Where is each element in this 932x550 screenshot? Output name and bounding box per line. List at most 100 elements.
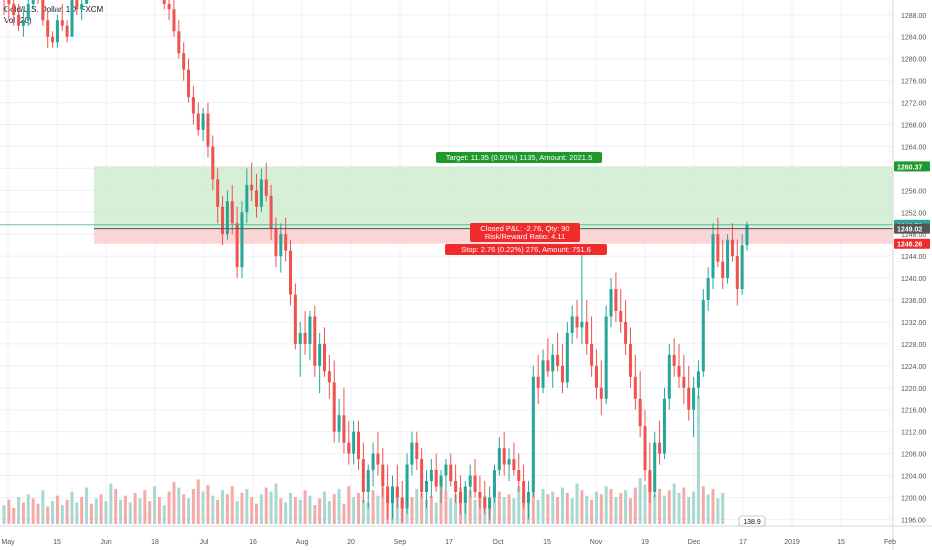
volume-bar: [55, 495, 59, 524]
candle-body: [512, 459, 516, 471]
volume-bar: [94, 498, 98, 524]
volume-bar: [497, 491, 501, 524]
candle-body: [541, 360, 545, 388]
volume-bar: [541, 488, 545, 524]
candle-body: [463, 486, 467, 503]
price-tick-label: 1232.00: [901, 320, 926, 327]
volume-bar: [512, 498, 516, 524]
position-labels[interactable]: Target: 11.35 (0.91%) 1135, Amount: 2021…: [436, 152, 766, 527]
closed-pl-label-text: Closed P&L: -2.76, Qty: 90: [480, 224, 569, 233]
volume-bar: [337, 488, 341, 524]
candle-body: [85, 0, 89, 4]
candle-body: [337, 415, 341, 432]
price-tick-label: 1256.00: [901, 188, 926, 195]
volume-bar: [590, 499, 594, 524]
volume-bar: [633, 487, 637, 524]
volume-bar: [162, 505, 166, 524]
candle-body: [648, 470, 652, 492]
candle-body: [225, 201, 229, 235]
volume-bar: [293, 497, 297, 524]
volume-bar: [575, 483, 579, 524]
candle-body: [323, 343, 327, 372]
volume-bar: [696, 395, 700, 524]
volume-overlay-bg: [738, 515, 766, 527]
closed-pl-label-text: Risk/Reward Ratio: 4.11: [485, 232, 565, 241]
price-tick-label: 1284.00: [901, 35, 926, 42]
candle-body: [327, 371, 331, 383]
volume-bar: [133, 492, 137, 524]
candle-body: [201, 113, 205, 130]
volume-bar: [46, 506, 50, 524]
candle-body: [565, 332, 569, 383]
candle-body: [716, 234, 720, 262]
volume-bar: [284, 502, 288, 524]
candle-body: [191, 97, 195, 114]
candle-body: [551, 354, 555, 372]
candle-body: [400, 497, 404, 509]
candle-body: [255, 190, 259, 207]
candle-body: [458, 491, 462, 503]
time-axis[interactable]: May 15 Jun 18 Jul 16 Aug 20 Sep 17 Oct 15 Nov 19 Dec 17…: [0, 525, 932, 546]
volume-bar: [60, 505, 64, 524]
candle-body: [497, 448, 501, 471]
time-tick-label: 16: [249, 539, 257, 546]
candle-body: [609, 289, 613, 317]
candle-body: [240, 212, 244, 268]
price-tick-label: 1240.00: [901, 276, 926, 283]
volume-bar: [468, 490, 472, 524]
symbol-title[interactable]: Gold/U.S. Dollar, 1D, FXCM: [4, 5, 104, 14]
volume-bar: [361, 499, 365, 524]
volume-bar: [138, 498, 142, 524]
candle-body: [230, 201, 234, 224]
candle-body: [17, 14, 21, 26]
stop-label-bg: [445, 244, 607, 255]
candle-body: [60, 20, 64, 26]
candle-body: [308, 316, 312, 344]
candle-body: [245, 184, 249, 213]
price-tick-label: 1216.00: [901, 408, 926, 415]
volume-bar: [721, 492, 725, 524]
price-tick-label: 1280.00: [901, 57, 926, 64]
candle-body: [206, 113, 210, 147]
volume-bar: [119, 499, 123, 524]
volume-bar: [2, 505, 6, 524]
volume-bar: [352, 497, 356, 524]
candle-body: [439, 475, 443, 487]
volume-bar: [619, 492, 623, 524]
volume-bar: [75, 502, 79, 524]
candle-body: [46, 20, 50, 37]
price-tick-label: 1224.00: [901, 364, 926, 371]
candle-body: [696, 371, 700, 388]
candle-body: [721, 261, 725, 279]
candle-body: [468, 475, 472, 487]
volume-bar: [522, 492, 526, 524]
candle-body: [332, 382, 336, 432]
price-tick-label: 1208.00: [901, 452, 926, 459]
price-axis[interactable]: 1288.00 1284.00 1280.00 1276.00 1272.00 1268.…: [892, 0, 930, 550]
volume-bar: [109, 483, 113, 524]
volume-bar: [216, 499, 220, 524]
candle-body: [26, 3, 30, 21]
candle-body: [429, 470, 433, 482]
candle-body: [604, 316, 608, 399]
closed-pl-label-bg: [470, 223, 580, 242]
stop-price-marker-bg: [894, 238, 930, 249]
candle-body: [594, 365, 598, 388]
volume-bar: [424, 499, 428, 524]
volume-bar: [536, 499, 540, 524]
volume-bar: [638, 478, 642, 524]
candle-body: [70, 0, 74, 37]
volume-bar: [502, 497, 506, 524]
candle-body: [745, 224, 749, 246]
volume-bar: [289, 492, 293, 524]
volume-bar: [308, 495, 312, 524]
candle-body: [507, 459, 511, 465]
volume-bar: [12, 507, 16, 524]
volume-bar: [51, 501, 55, 524]
volume-bar: [313, 505, 317, 524]
volume-bar: [327, 501, 331, 524]
time-tick-label: 20: [347, 539, 355, 546]
candle-body: [264, 179, 268, 196]
candle-body: [570, 316, 574, 333]
